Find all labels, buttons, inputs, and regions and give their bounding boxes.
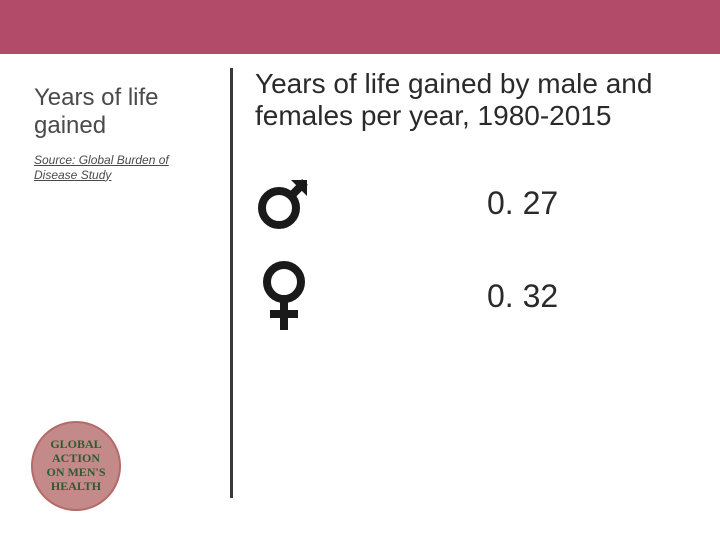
logo-line1: GLOBAL (50, 437, 101, 451)
left-title-line1: Years of life (34, 84, 159, 111)
data-row-female: 0. 32 (255, 260, 690, 332)
logo-line4: HEALTH (51, 479, 102, 493)
right-title: Years of life gained by male and females… (255, 68, 690, 132)
left-column: Years of life gained Source: Global Burd… (0, 54, 230, 540)
header-bar (0, 0, 720, 54)
org-logo: GLOBAL ACTION ON MEN'S HEALTH (30, 420, 122, 512)
logo-line3: ON MEN'S (46, 465, 105, 479)
logo-line2: ACTION (52, 451, 100, 465)
female-value: 0. 32 (327, 278, 690, 315)
left-title: Years of life gained (34, 84, 218, 139)
content-area: Years of life gained Source: Global Burd… (0, 54, 720, 540)
source-line2: Disease Study (34, 168, 111, 182)
source-text: Source: Global Burden of Disease Study (34, 153, 218, 182)
data-row-male: 0. 27 (255, 174, 690, 232)
right-column: Years of life gained by male and females… (233, 54, 720, 540)
source-line1: Source: Global Burden of (34, 153, 169, 167)
female-icon (255, 260, 327, 332)
left-title-line2: gained (34, 112, 106, 139)
male-value: 0. 27 (327, 185, 690, 222)
male-icon (255, 174, 327, 232)
data-rows: 0. 27 0. 32 (255, 174, 690, 332)
